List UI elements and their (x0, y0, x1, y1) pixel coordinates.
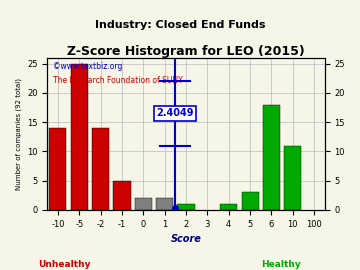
Bar (263, 104, 280, 210)
Text: Industry: Closed End Funds: Industry: Closed End Funds (95, 20, 265, 30)
Text: Unhealthy: Unhealthy (39, 260, 91, 269)
Bar (71, 63, 88, 210)
Y-axis label: Number of companies (92 total): Number of companies (92 total) (15, 78, 22, 190)
Text: Healthy: Healthy (261, 260, 301, 269)
Text: 2.4049: 2.4049 (156, 108, 194, 118)
Bar (113, 181, 131, 210)
Bar (28, 163, 45, 210)
X-axis label: Score: Score (171, 234, 202, 244)
Text: The Research Foundation of SUNY: The Research Foundation of SUNY (53, 76, 183, 85)
Bar (156, 198, 173, 210)
Bar (284, 146, 301, 210)
Bar (242, 192, 258, 210)
Bar (135, 198, 152, 210)
Bar (177, 204, 194, 210)
Bar (220, 204, 237, 210)
Text: ©www.textbiz.org: ©www.textbiz.org (53, 62, 122, 71)
Bar (92, 128, 109, 210)
Bar (49, 128, 67, 210)
Title: Z-Score Histogram for LEO (2015): Z-Score Histogram for LEO (2015) (67, 45, 305, 58)
